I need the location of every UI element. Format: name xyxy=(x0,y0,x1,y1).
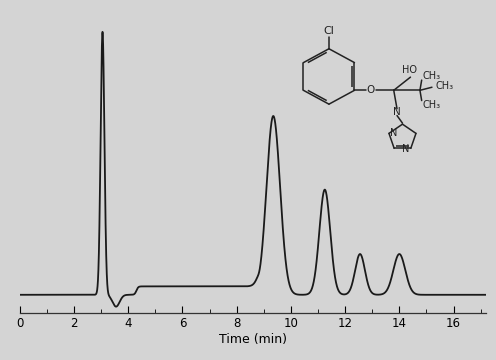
Text: N: N xyxy=(393,107,401,117)
X-axis label: Time (min): Time (min) xyxy=(219,333,287,346)
Text: N: N xyxy=(390,129,397,138)
Text: HO: HO xyxy=(402,65,417,75)
Text: O: O xyxy=(367,85,375,95)
Text: CH₃: CH₃ xyxy=(423,71,440,81)
Text: Cl: Cl xyxy=(323,26,334,36)
Text: CH₃: CH₃ xyxy=(435,81,454,91)
Text: CH₃: CH₃ xyxy=(423,100,440,110)
Text: N: N xyxy=(402,144,410,154)
